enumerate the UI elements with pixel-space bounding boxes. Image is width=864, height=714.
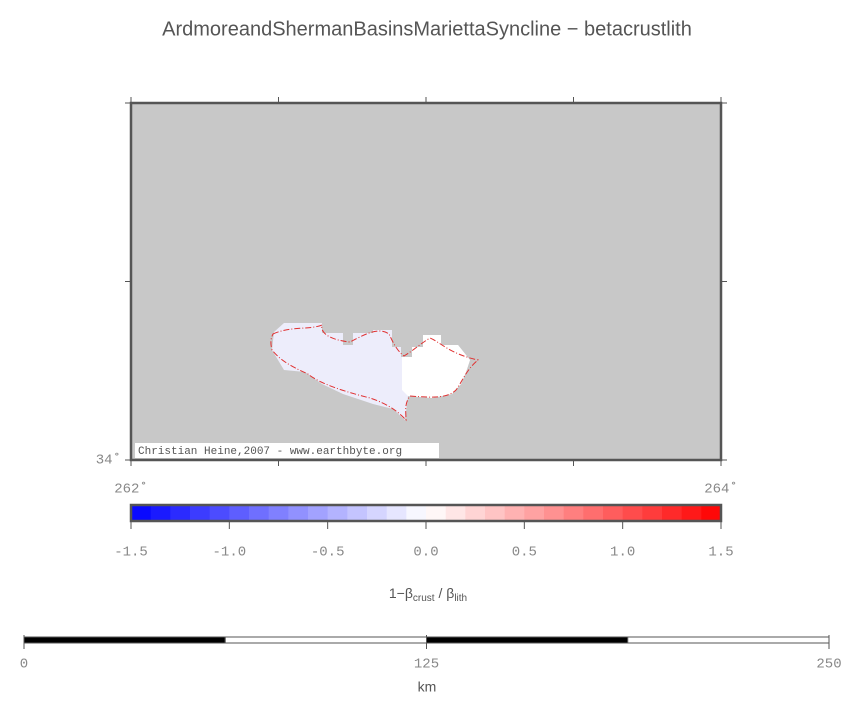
colorbar-bin [485, 505, 506, 521]
scalebar-segment [426, 636, 629, 644]
colorbar-tick-label: 0.5 [512, 545, 537, 561]
credit: Christian Heine,2007 - www.earthbyte.org [138, 446, 402, 458]
scalebar-tick-label: 125 [414, 657, 439, 673]
colorbar-bin [229, 505, 250, 521]
title: ArdmoreandShermanBasinsMariettaSyncline … [162, 18, 692, 40]
colorbar-bin [583, 505, 604, 521]
colorbar-bin [603, 505, 624, 521]
map-background [131, 103, 721, 460]
colorbar-bin [701, 505, 722, 521]
colorbar-bin [662, 505, 683, 521]
colorbar-bin [150, 505, 171, 521]
map: Christian Heine,2007 - www.earthbyte.org [125, 97, 727, 466]
colorbar-bin [563, 505, 584, 521]
colorbar-label: 1−βcrust / βlith [389, 585, 467, 604]
colorbar-bin [524, 505, 545, 521]
label-part: lith [454, 593, 467, 604]
scalebar-tick-label: 250 [816, 657, 841, 673]
scalebar-segment [224, 636, 427, 644]
colorbar-bin [209, 505, 230, 521]
colorbar-bin [190, 505, 211, 521]
thinning-region-zero [402, 335, 470, 398]
label-part: 1−β [389, 585, 413, 601]
colorbar-bin [327, 505, 348, 521]
colorbar-bin [308, 505, 329, 521]
colorbar-tick-label: 1.0 [610, 545, 635, 561]
colorbar-bin [622, 505, 643, 521]
colorbar-bin [249, 505, 270, 521]
colorbar-bin [268, 505, 289, 521]
colorbar-bin [544, 505, 565, 521]
colorbar-tick-label: -0.5 [311, 545, 345, 561]
x-tick-label: 264˚ [704, 482, 738, 498]
colorbar-tick-label: 0.0 [413, 545, 438, 561]
scalebar: 0 125 250 [20, 635, 842, 673]
scalebar-segment [23, 636, 226, 644]
scalebar-segment [627, 636, 830, 644]
colorbar-tick-label: -1.5 [114, 545, 148, 561]
colorbar-bin [642, 505, 663, 521]
colorbar-bin [170, 505, 191, 521]
basin-outline [270, 324, 480, 422]
scalebar-unit: km [418, 679, 437, 695]
x-tick-label: 262˚ [114, 482, 148, 498]
colorbar-bin [504, 505, 525, 521]
credit-box [135, 443, 439, 458]
colorbar-bin [426, 505, 447, 521]
colorbar-bin [406, 505, 427, 521]
label-part: crust [413, 593, 435, 604]
colorbar-bin [347, 505, 368, 521]
colorbar-bin [465, 505, 486, 521]
colorbar-bin [445, 505, 466, 521]
colorbar-bin [386, 505, 407, 521]
colorbar-tick-label: -1.0 [213, 545, 247, 561]
colorbar-bin [681, 505, 702, 521]
y-tick-label: 34˚ [96, 453, 121, 469]
colorbar-bin [131, 505, 152, 521]
colorbar-bin [367, 505, 388, 521]
colorbar-tick-label: 1.5 [708, 545, 733, 561]
scalebar-tick-label: 0 [20, 657, 28, 673]
colorbar-bin [288, 505, 309, 521]
label-part: / β [435, 585, 455, 601]
colorbar: -1.5 -1.0 -0.5 0.0 0.5 1.0 1.5 [114, 503, 734, 561]
